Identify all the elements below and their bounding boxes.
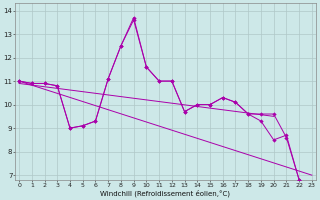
X-axis label: Windchill (Refroidissement éolien,°C): Windchill (Refroidissement éolien,°C) <box>100 189 230 197</box>
